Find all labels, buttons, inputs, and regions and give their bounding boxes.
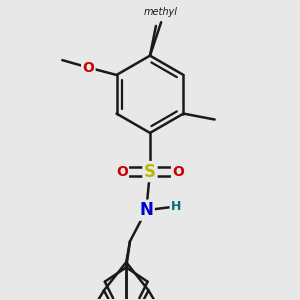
- Text: O: O: [172, 164, 184, 178]
- Text: methyl: methyl: [144, 7, 178, 17]
- Text: N: N: [139, 201, 153, 219]
- Text: O: O: [116, 164, 128, 178]
- Text: O: O: [82, 61, 94, 74]
- Text: S: S: [144, 163, 156, 181]
- Text: H: H: [171, 200, 181, 213]
